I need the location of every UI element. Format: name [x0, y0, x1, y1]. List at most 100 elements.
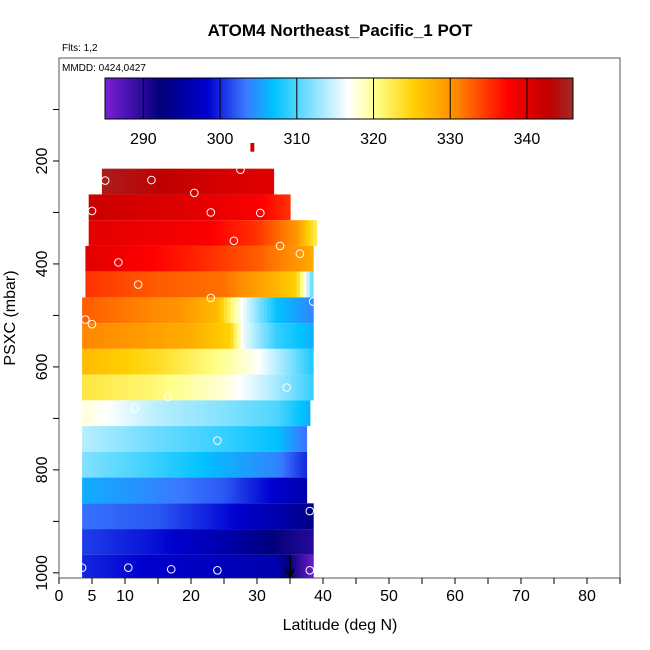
heatmap-cell [290, 297, 294, 324]
heatmap-cell [184, 271, 189, 298]
heatmap-cell [266, 529, 271, 555]
heatmap-cell [224, 503, 228, 530]
heatmap-cell [296, 374, 301, 401]
heatmap-cell [134, 245, 139, 272]
heatmap-cell [207, 323, 212, 349]
heatmap-cell [197, 220, 202, 246]
heatmap-cell [220, 271, 225, 298]
heatmap-cell [200, 323, 205, 349]
heatmap-cell [293, 220, 298, 246]
heatmap-cell [303, 348, 308, 375]
heatmap-cell [204, 297, 209, 324]
heatmap-cell [273, 297, 278, 324]
heatmap-cell [224, 426, 228, 452]
heatmap-cell [230, 426, 235, 452]
heatmap-cell [134, 374, 139, 401]
heatmap-cell [247, 245, 251, 272]
heatmap-cell [125, 503, 129, 530]
heatmap-cell [217, 503, 222, 530]
heatmap-cell [257, 271, 261, 298]
heatmap-cell [108, 426, 113, 452]
heatmap-cell [207, 348, 212, 375]
heatmap-cell [164, 529, 169, 555]
heatmap-cell [177, 168, 182, 195]
heatmap-cell [306, 529, 311, 555]
sample-point [166, 564, 176, 574]
heatmap-cell [260, 400, 265, 427]
heatmap-cell [184, 245, 189, 272]
heatmap-cell [227, 323, 232, 349]
heatmap-cell [227, 220, 232, 246]
heatmap-cell [171, 220, 176, 246]
heatmap-cell [210, 503, 215, 530]
heatmap-cell [240, 194, 245, 221]
heatmap-cell [237, 348, 242, 375]
heatmap-cell [191, 297, 195, 324]
heatmap-cell [290, 220, 294, 246]
heatmap-cell [204, 426, 209, 452]
heatmap-cell [224, 529, 228, 555]
heatmap-cell [243, 554, 248, 578]
heatmap-cell [197, 477, 202, 504]
y-tick-label: 1000 [34, 555, 51, 591]
heatmap-cell [303, 297, 308, 324]
heatmap-cell [88, 529, 93, 555]
heatmap-cell [260, 451, 265, 478]
heatmap-cell [273, 400, 278, 427]
heatmap-cell [85, 529, 90, 555]
heatmap-cell [290, 245, 294, 272]
y-tick-label: 200 [34, 148, 51, 175]
heatmap-cell [224, 194, 228, 221]
heatmap-cell [105, 554, 110, 578]
heatmap-cell [167, 194, 172, 221]
heatmap-cell [260, 529, 265, 555]
heatmap-cell [88, 297, 93, 324]
heatmap-cell [214, 297, 218, 324]
heatmap-cell [144, 503, 149, 530]
heatmap-cell [181, 374, 185, 401]
heatmap-cell [118, 503, 123, 530]
heatmap-cell [181, 245, 185, 272]
heatmap-cell [286, 297, 291, 324]
heatmap-cell [125, 245, 129, 272]
heatmap-cell [108, 245, 113, 272]
heatmap-cell [108, 323, 113, 349]
heatmap-cell [253, 426, 258, 452]
heatmap-cell [233, 529, 238, 555]
heatmap-cell [101, 451, 106, 478]
heatmap-cell [204, 271, 209, 298]
heatmap-cell [210, 477, 215, 504]
heatmap-cell [177, 220, 182, 246]
heatmap-cell [306, 271, 311, 298]
heatmap-cell [161, 426, 166, 452]
heatmap-cell [224, 245, 228, 272]
heatmap-cell [257, 477, 261, 504]
sample-point [213, 436, 222, 445]
heatmap-cell [214, 168, 218, 195]
heatmap-cell [177, 245, 182, 272]
heatmap-cell [128, 554, 133, 578]
heatmap-cell [105, 426, 110, 452]
heatmap-cell [128, 271, 133, 298]
heatmap-cell [128, 220, 133, 246]
sample-point [213, 565, 222, 575]
heatmap-cell [273, 529, 278, 555]
heatmap-cell [151, 194, 156, 221]
heatmap-cell [197, 400, 202, 427]
heatmap-cell [187, 400, 192, 427]
heatmap-cell [174, 503, 179, 530]
heatmap-cell [237, 323, 242, 349]
heatmap-cell [243, 400, 248, 427]
heatmap-cell [118, 323, 123, 349]
heatmap-cell [177, 297, 182, 324]
heatmap-cell [115, 271, 119, 298]
heatmap-cell [230, 348, 235, 375]
heatmap-cell [184, 529, 189, 555]
heatmap-cell [118, 297, 123, 324]
heatmap-cell [115, 168, 119, 195]
heatmap-cell [257, 400, 261, 427]
heatmap-cell [121, 554, 126, 578]
heatmap-cell [161, 168, 166, 195]
heatmap-cell [309, 554, 314, 578]
heatmap-cell [101, 297, 106, 324]
